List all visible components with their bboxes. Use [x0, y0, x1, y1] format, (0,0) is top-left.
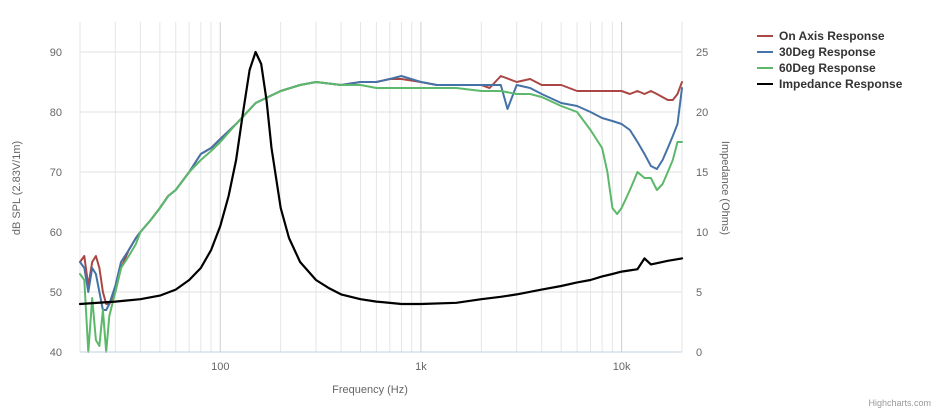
legend-item-60deg-response[interactable]: 60Deg Response [757, 61, 876, 75]
legend[interactable]: On Axis Response 30Deg Response 60Deg Resp… [757, 29, 903, 91]
legend-label: 60Deg Response [779, 61, 876, 75]
y-left-tick-label: 80 [50, 107, 62, 119]
right-axis-title: Impedance (Ohms) [719, 141, 731, 235]
series-line-30deg-response [79, 75, 683, 311]
y-left-tick-label: 40 [50, 347, 62, 359]
y-left-tick-label: 70 [50, 167, 62, 179]
y-right-tick-label: 0 [696, 347, 702, 359]
axes: 40 50 60 70 80 90 0 5 10 15 20 25 100 1k 10k [50, 47, 709, 373]
y-left-tick-label: 50 [50, 287, 62, 299]
series-line-on-axis-response [79, 75, 683, 305]
x-axis-title: Frequency (Hz) [332, 384, 408, 396]
legend-label: Impedance Response [779, 77, 903, 91]
y-left-tick-label: 90 [50, 47, 62, 59]
svg-text:Impedance (Ohms): Impedance (Ohms) [719, 141, 731, 235]
left-axis-title: dB SPL (2.83V/1m) [11, 141, 23, 235]
svg-text:dB SPL (2.83V/1m): dB SPL (2.83V/1m) [11, 141, 23, 235]
y-right-tick-label: 15 [696, 167, 708, 179]
series-line-60deg-response [79, 81, 683, 353]
y-left-tick-label: 60 [50, 227, 62, 239]
x-tick-label: 1k [415, 361, 427, 373]
series-line-impedance-response [78, 50, 684, 306]
legend-label: 30Deg Response [779, 45, 876, 59]
x-tick-label: 10k [613, 361, 631, 373]
legend-item-impedance-response[interactable]: Impedance Response [757, 77, 903, 91]
x-tick-label: 100 [211, 361, 229, 373]
credits-link[interactable]: Highcharts.com [868, 398, 931, 408]
series-lines [78, 50, 684, 353]
y-right-tick-label: 25 [696, 47, 708, 59]
y-right-tick-label: 5 [696, 287, 702, 299]
legend-item-30deg-response[interactable]: 30Deg Response [757, 45, 876, 59]
y-right-tick-label: 10 [696, 227, 708, 239]
y-right-tick-label: 20 [696, 107, 708, 119]
legend-label: On Axis Response [779, 29, 885, 43]
legend-item-on-axis-response[interactable]: On Axis Response [757, 29, 885, 43]
